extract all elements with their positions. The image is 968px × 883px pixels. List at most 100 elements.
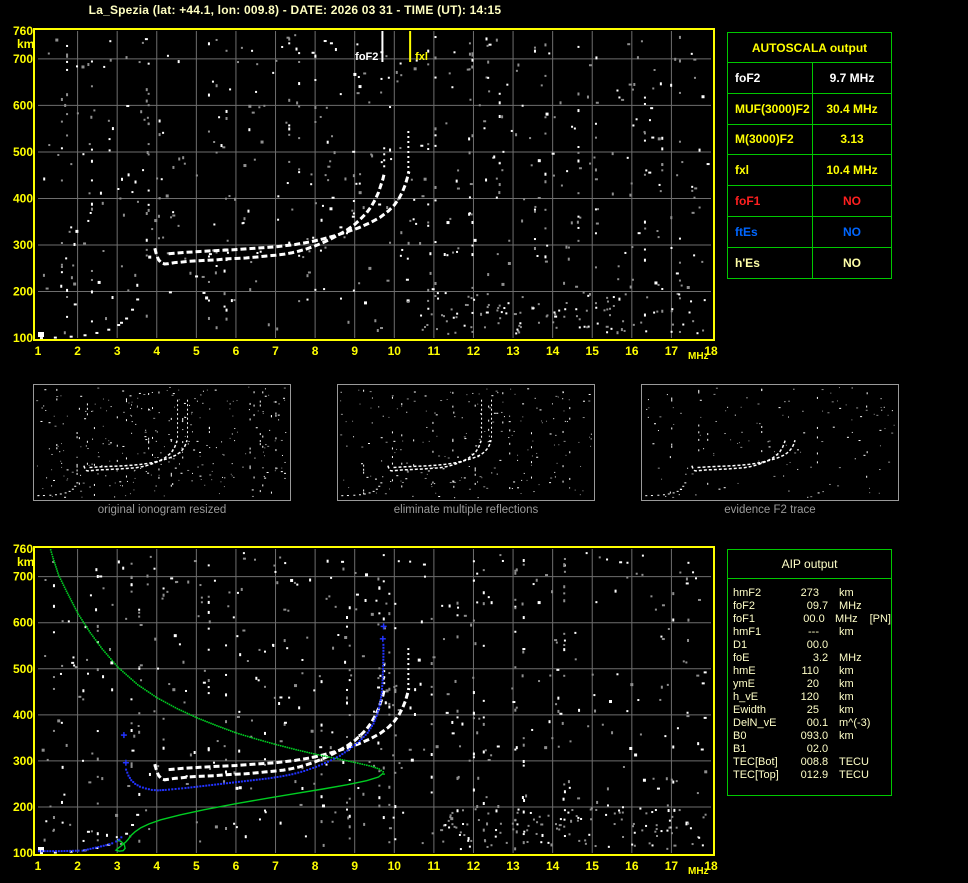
aip-row-Ewidth: Ewidth 25 km <box>733 704 891 717</box>
aip-note <box>875 652 891 665</box>
aip-row-hmF1: hmF1 --- km <box>733 626 891 639</box>
svg-text:12: 12 <box>467 859 481 873</box>
autoscala-row-label: ftEs <box>728 216 813 247</box>
aip-value-int: 09 <box>806 600 819 612</box>
svg-text:7: 7 <box>272 344 279 358</box>
aip-value-frac: .2 <box>819 652 829 664</box>
autoscala-row-value: 3.13 <box>840 132 864 147</box>
svg-text:600: 600 <box>13 98 33 112</box>
aip-value-frac <box>819 626 831 639</box>
aip-note <box>875 704 891 717</box>
svg-text:MHz: MHz <box>688 866 709 877</box>
svg-text:300: 300 <box>13 754 33 768</box>
aip-note <box>875 743 891 756</box>
aip-unit: km <box>839 704 854 716</box>
svg-text:8: 8 <box>312 859 319 873</box>
aip-label: hmF1 <box>733 626 762 638</box>
thumbnail-caption-1: original ionogram resized <box>97 504 227 516</box>
aip-value-int: 00 <box>803 613 816 625</box>
aip-value-int: 20 <box>806 678 819 690</box>
svg-text:5: 5 <box>193 859 200 873</box>
aip-row-B1: B1 02.0 <box>733 743 891 756</box>
aip-output-table: AIP output hmF2 273 km foF2 09.7 MHz foF1 00.0 M… <box>727 549 892 796</box>
svg-text:14: 14 <box>546 859 560 873</box>
aip-unit: MHz <box>835 613 858 625</box>
thumbnail-caption-3: evidence F2 trace <box>724 504 816 516</box>
autoscala-row-value: 30.4 MHz <box>826 101 878 116</box>
thumbnail-1 <box>33 384 291 501</box>
aip-value-frac: .0 <box>815 613 825 625</box>
svg-text:9: 9 <box>351 859 358 873</box>
autoscala-row-ftEs: ftEs NO <box>728 215 891 247</box>
aip-value-frac: .0 <box>819 743 829 755</box>
aip-value-int: 110 <box>801 665 819 677</box>
autoscala-row-label: fxl <box>728 155 813 186</box>
autoscala-row-value: NO <box>843 224 861 239</box>
aip-note <box>875 626 891 639</box>
svg-text:1: 1 <box>35 344 42 358</box>
aip-value-frac <box>819 665 831 678</box>
svg-text:7: 7 <box>272 859 279 873</box>
aip-note <box>875 600 891 613</box>
svg-text:300: 300 <box>13 238 33 252</box>
aip-note <box>875 587 891 600</box>
aip-row-h_vE: h_vE 120 km <box>733 691 891 704</box>
aip-unit: m^(-3) <box>839 717 871 729</box>
aip-row-ymE: ymE 20 km <box>733 678 891 691</box>
aip-value-int: 093 <box>800 730 819 742</box>
svg-text:13: 13 <box>506 344 520 358</box>
svg-text:6: 6 <box>233 344 240 358</box>
aip-value-int: 25 <box>806 704 819 716</box>
aip-unit <box>831 639 875 652</box>
autoscala-row-value: 9.7 MHz <box>829 70 875 85</box>
svg-text:5: 5 <box>193 344 200 358</box>
aip-row-foE: foE 3.2 MHz <box>733 652 891 665</box>
svg-text:3: 3 <box>114 859 121 873</box>
svg-text:15: 15 <box>586 859 600 873</box>
aip-unit: km <box>839 665 854 677</box>
aip-unit: km <box>839 691 854 703</box>
svg-text:200: 200 <box>13 284 33 298</box>
autoscala-row-label: foF2 <box>728 63 813 93</box>
aip-value-int: --- <box>808 626 819 638</box>
autoscala-row-value: 10.4 MHz <box>826 163 878 178</box>
aip-label: foF1 <box>733 613 756 625</box>
aip-row-hmE: hmE 110 km <box>733 665 891 678</box>
svg-text:14: 14 <box>546 344 560 358</box>
aip-row-TEC[Bot]: TEC[Bot] 008.8 TECU <box>733 756 891 769</box>
aip-note <box>875 730 891 743</box>
svg-text:760: 760 <box>13 542 33 556</box>
aip-note <box>875 769 891 782</box>
svg-text:18: 18 <box>704 859 718 873</box>
svg-text:760: 760 <box>13 24 33 38</box>
aip-table-rows: hmF2 273 km foF2 09.7 MHz foF1 00.0 MHz [PN] hmF1-… <box>728 579 891 782</box>
svg-text:13: 13 <box>506 859 520 873</box>
autoscala-row-M(3000)F2: M(3000)F2 3.13 <box>728 123 891 155</box>
svg-text:10: 10 <box>388 859 402 873</box>
aip-label: h_vE <box>733 691 759 703</box>
autoscala-output-table: AUTOSCALA output foF2 9.7 MHz MUF(3000)F2 3… <box>727 32 892 279</box>
aip-label: DelN_vE <box>733 717 777 729</box>
aip-value-frac: .8 <box>819 756 829 768</box>
svg-text:10: 10 <box>388 344 402 358</box>
svg-text:8: 8 <box>312 344 319 358</box>
svg-text:16: 16 <box>625 344 639 358</box>
autoscala-row-MUF(3000)F2: MUF(3000)F2 30.4 MHz <box>728 92 891 124</box>
aip-unit <box>831 743 875 756</box>
aip-row-foF1: foF1 00.0 MHz [PN] <box>733 613 891 626</box>
aip-label: Ewidth <box>733 704 767 716</box>
aip-note <box>875 756 891 769</box>
svg-text:4: 4 <box>153 859 160 873</box>
aip-value-int: 273 <box>800 587 819 599</box>
svg-text:MHz: MHz <box>688 351 709 362</box>
thumbnail-caption-2: eliminate multiple reflections <box>393 504 539 516</box>
svg-text:700: 700 <box>13 570 33 584</box>
autoscala-row-value: NO <box>843 255 861 270</box>
svg-text:500: 500 <box>13 662 33 676</box>
svg-text:17: 17 <box>665 344 679 358</box>
aip-row-TEC[Top]: TEC[Top] 012.9 TECU <box>733 769 891 782</box>
aip-note <box>875 691 891 704</box>
thumbnail-2 <box>337 384 595 501</box>
